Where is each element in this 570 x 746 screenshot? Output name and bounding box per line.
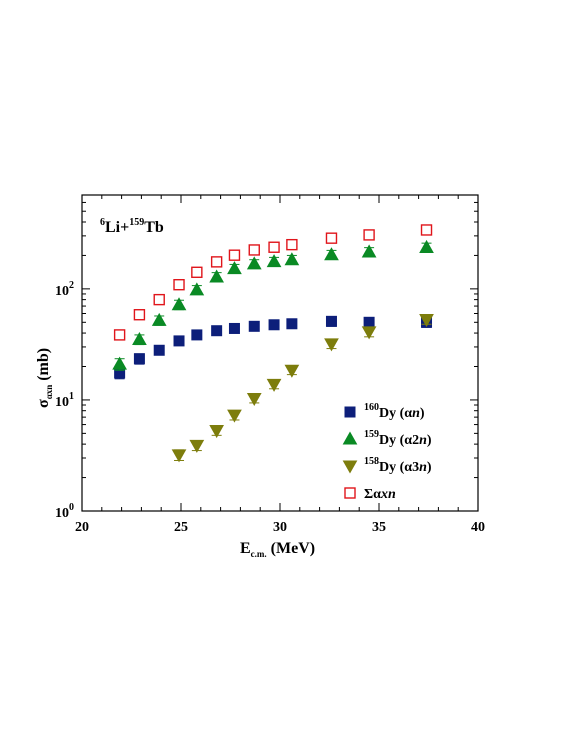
legend-marker — [344, 406, 356, 418]
legend-marker — [344, 487, 356, 499]
data-point — [209, 425, 224, 439]
axis-ticks — [81, 194, 479, 512]
data-point — [325, 315, 337, 327]
series-1 — [112, 239, 434, 371]
data-point — [132, 331, 147, 346]
data-point — [112, 356, 127, 370]
data-point — [151, 312, 167, 326]
data-point — [286, 318, 298, 330]
data-point — [266, 378, 282, 392]
legend-label: Σαxn — [364, 487, 396, 502]
data-point — [153, 293, 165, 306]
data-point — [324, 338, 339, 352]
series-2 — [171, 313, 434, 463]
axis-tick-labels: 20 25 30 35 40 100 101 102 — [55, 280, 485, 535]
data-point — [361, 326, 377, 340]
data-point — [133, 309, 146, 321]
data-point — [191, 266, 203, 278]
data-point — [324, 247, 339, 261]
data-point — [133, 353, 145, 365]
legend: 160Dy (αn) 159Dy (α2n) 158Dy (α3n) Σαxn — [342, 402, 432, 502]
legend-entry: 159Dy (α2n) — [342, 429, 432, 448]
x-tick-label: 20 — [75, 520, 89, 535]
legend-label: 158Dy (α3n) — [364, 456, 432, 475]
data-point — [173, 335, 185, 347]
data-point — [248, 244, 260, 256]
legend-label: 160Dy (αn) — [364, 402, 425, 421]
data-point — [363, 316, 375, 328]
data-point — [189, 439, 205, 453]
series-0 — [114, 315, 433, 380]
data-point — [268, 241, 280, 253]
y-axis-label: σαxn (mb) — [35, 348, 54, 408]
x-tick-label: 40 — [471, 520, 485, 535]
y-tick-label: 101 — [55, 391, 74, 410]
data-point — [361, 244, 377, 258]
data-point — [227, 409, 242, 423]
data-point — [173, 279, 185, 291]
data-point — [286, 238, 298, 251]
data-point — [420, 224, 433, 236]
data-point — [266, 254, 282, 268]
series-3 — [113, 224, 433, 341]
y-tick-label: 100 — [55, 502, 74, 521]
data-point — [209, 269, 224, 283]
legend-entry: 160Dy (αn) — [344, 402, 425, 421]
data-marks — [112, 224, 434, 463]
data-point — [171, 297, 187, 311]
legend-label: 159Dy (α2n) — [364, 429, 432, 448]
data-point — [189, 282, 205, 296]
data-point — [284, 364, 300, 378]
data-point — [363, 229, 375, 241]
x-tick-label: 25 — [174, 520, 188, 535]
data-point — [419, 239, 434, 253]
data-point — [228, 322, 240, 334]
data-point — [419, 313, 434, 328]
legend-marker — [342, 431, 358, 445]
data-point — [325, 232, 338, 244]
data-point — [246, 256, 262, 270]
reaction-annotation: 6Li+159Tb — [100, 217, 164, 236]
x-tick-label: 30 — [273, 520, 287, 535]
data-point — [113, 329, 126, 341]
legend-entry: 158Dy (α3n) — [342, 456, 432, 475]
data-point — [246, 393, 262, 407]
legend-marker — [342, 460, 358, 474]
x-axis-label: Ec.m. (MeV) — [240, 540, 315, 559]
data-point — [153, 344, 165, 356]
y-tick-label: 102 — [55, 280, 74, 299]
data-point — [211, 325, 223, 337]
data-point — [248, 320, 260, 332]
data-point — [284, 252, 300, 266]
data-point — [191, 329, 203, 341]
data-point — [227, 261, 242, 275]
data-point — [268, 319, 280, 331]
data-point — [228, 249, 241, 261]
data-point — [210, 256, 223, 268]
legend-entry: Σαxn — [344, 487, 396, 502]
x-tick-label: 35 — [372, 520, 386, 535]
data-point — [171, 449, 187, 463]
